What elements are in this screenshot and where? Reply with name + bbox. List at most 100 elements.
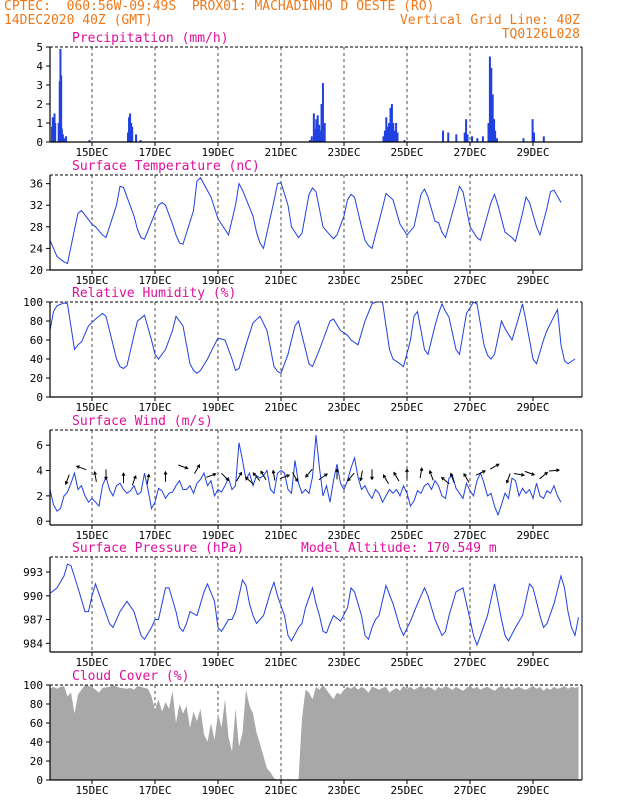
y-tick-label: 80 bbox=[30, 315, 43, 328]
precip-bar bbox=[481, 136, 484, 142]
y-tick-label: 100 bbox=[23, 296, 43, 309]
precip-bar bbox=[60, 75, 63, 142]
wind-arrow-head bbox=[495, 463, 500, 468]
wind-arrow-shaft bbox=[279, 474, 290, 480]
wind-arrow-shaft bbox=[539, 472, 548, 480]
x-tick-label: 17DEC bbox=[138, 656, 171, 669]
humidity-panel: 0 20 40 60 80 100 15DEC 17DEC 19DEC 21DEC 23DEC 25D… bbox=[23, 286, 583, 414]
cloud-cover-area bbox=[50, 685, 579, 780]
wind-arrow-shaft bbox=[419, 468, 423, 479]
wind-arrow bbox=[271, 469, 276, 481]
wind-arrow bbox=[221, 472, 230, 482]
precip-bar bbox=[131, 126, 134, 142]
precip-bar bbox=[321, 83, 324, 142]
x-tick-label: 29DEC bbox=[516, 656, 549, 669]
precip-bar bbox=[130, 123, 133, 142]
x-tick-label: 19DEC bbox=[201, 146, 234, 159]
run-date: 14DEC2020 40Z (GMT) bbox=[4, 13, 153, 28]
precip-bar bbox=[315, 119, 318, 142]
precip-bar bbox=[57, 123, 60, 142]
precip-bar bbox=[476, 138, 479, 142]
wind-arrow bbox=[131, 474, 137, 486]
x-tick-label: 21DEC bbox=[264, 784, 297, 797]
precip-bar bbox=[65, 136, 68, 142]
precip-bar bbox=[463, 132, 466, 142]
precip-bar bbox=[310, 136, 313, 142]
wind-arrow-shaft bbox=[260, 471, 267, 481]
wind-arrow-head bbox=[212, 472, 217, 477]
wind-arrow-head bbox=[347, 477, 351, 482]
x-tick-label: 23DEC bbox=[327, 656, 360, 669]
wind-arrow bbox=[463, 472, 470, 483]
wind-arrow bbox=[548, 468, 561, 473]
wind-arrow bbox=[292, 472, 299, 483]
wind-arrow bbox=[393, 471, 400, 482]
wind-arrow bbox=[370, 469, 374, 481]
wind-arrow bbox=[335, 468, 339, 480]
precip-bar bbox=[531, 119, 534, 142]
wind-arrow-head bbox=[335, 468, 339, 473]
wind-arrow-head bbox=[121, 472, 126, 477]
precip-bar bbox=[455, 134, 458, 142]
wind-arrow-shaft bbox=[475, 470, 486, 476]
precip-panel: 0 1 2 3 4 5 15DEC 17DEC 19DEC 21DEC 23DEC 25DEC 27DE… bbox=[36, 31, 583, 159]
wind-arrow bbox=[93, 470, 97, 482]
precip-bar bbox=[487, 123, 490, 142]
wind-arrow-head bbox=[93, 470, 97, 475]
wind-arrow bbox=[359, 470, 363, 482]
wind-arrow bbox=[64, 474, 70, 486]
wind-arrow-head bbox=[556, 468, 561, 473]
wind-arrow-shaft bbox=[146, 474, 150, 485]
y-tick-label: 60 bbox=[30, 334, 43, 347]
x-tick-label: 19DEC bbox=[201, 784, 234, 797]
wind-arrow-head bbox=[75, 465, 80, 469]
x-tick-label: 17DEC bbox=[138, 784, 171, 797]
y-tick-label: 40 bbox=[30, 736, 43, 749]
wind-arrow-shaft bbox=[383, 474, 389, 484]
wind-arrow-head bbox=[196, 464, 201, 468]
x-tick-label: 29DEC bbox=[516, 146, 549, 159]
precip-bar bbox=[313, 128, 316, 142]
wind-arrow-shaft bbox=[318, 473, 328, 481]
y-tick-label: 5 bbox=[36, 41, 43, 54]
x-tick-label: 25DEC bbox=[390, 529, 423, 542]
y-tick-label: 6 bbox=[36, 439, 43, 452]
wind-arrow-shaft bbox=[194, 464, 200, 474]
wind-arrow-head bbox=[238, 471, 243, 476]
wind-arrow bbox=[194, 464, 201, 474]
wind-arrow-head bbox=[463, 472, 467, 477]
wind-arrow bbox=[419, 467, 424, 479]
precip-bar bbox=[319, 130, 322, 142]
wind-line bbox=[49, 435, 562, 517]
x-tick-label: 27DEC bbox=[453, 146, 486, 159]
wind-arrow bbox=[428, 469, 434, 481]
x-tick-label: 23DEC bbox=[327, 401, 360, 414]
wind-arrow bbox=[279, 474, 291, 480]
precip-bar bbox=[389, 107, 392, 142]
x-tick-label: 19DEC bbox=[201, 656, 234, 669]
wind-title: Surface Wind (m/s) bbox=[72, 414, 213, 429]
wind-arrow-head bbox=[184, 465, 189, 470]
wind-arrow-head bbox=[146, 473, 151, 478]
wind-arrow bbox=[178, 464, 189, 470]
wind-arrow bbox=[440, 476, 450, 485]
x-tick-label: 15DEC bbox=[75, 784, 108, 797]
precip-bar bbox=[62, 138, 65, 142]
wind-arrow bbox=[236, 471, 243, 482]
x-tick-label: 29DEC bbox=[516, 784, 549, 797]
temp-title: Surface Temperature (nC) bbox=[72, 159, 260, 174]
humidity-title: Relative Humidity (%) bbox=[72, 286, 236, 301]
wind-panel: 0 2 4 6 15DEC 17DEC 19DEC 21DEC 23DEC 25DEC 27DEC 2… bbox=[36, 414, 583, 542]
wind-arrow-shaft bbox=[489, 463, 500, 470]
x-tick-label: 15DEC bbox=[75, 274, 108, 287]
wind-arrow bbox=[146, 473, 151, 485]
wind-arrow bbox=[121, 472, 126, 484]
precip-bar bbox=[60, 128, 63, 142]
precip-bar bbox=[542, 136, 545, 142]
cloud-title: Cloud Cover (%) bbox=[72, 669, 189, 684]
pressure-title: Surface Pressure (hPa) bbox=[72, 541, 244, 556]
precip-bar bbox=[471, 136, 474, 142]
wind-arrow-shaft bbox=[360, 470, 363, 481]
x-tick-label: 23DEC bbox=[327, 784, 360, 797]
precip-bar bbox=[494, 130, 497, 142]
